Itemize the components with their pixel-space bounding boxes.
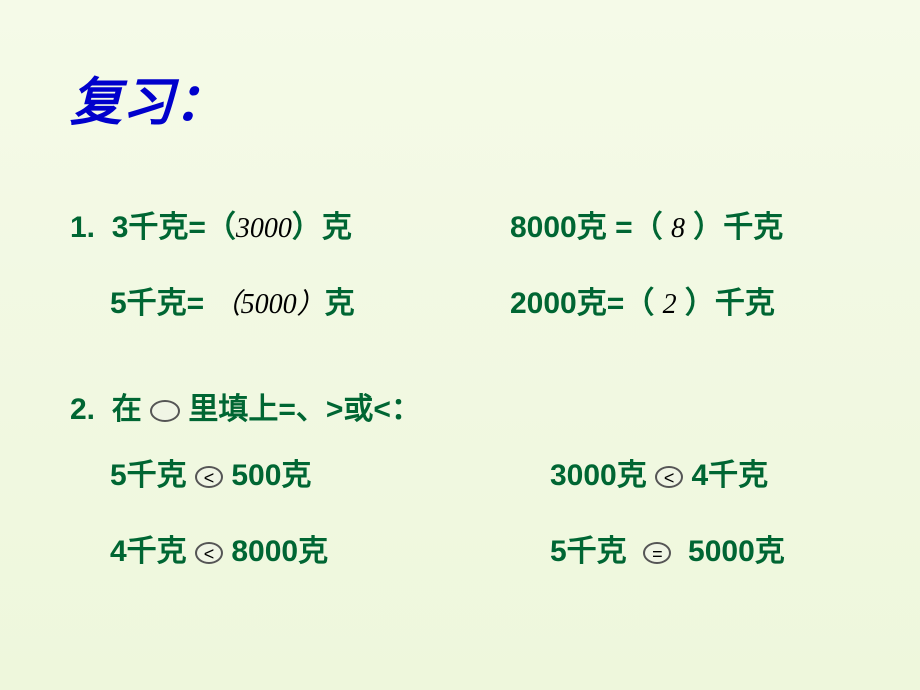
q1-left-prefix: 3千克=（ — [112, 211, 236, 244]
q2-left-paren-close: ） — [297, 289, 325, 320]
q2-label: 2. — [70, 393, 95, 426]
q2-row2: 4千克 < 8000克 5千克 = 5000克 — [70, 519, 850, 585]
q2-right-prefix: 2000克=（ — [510, 287, 663, 320]
cmp2-right-op: = — [652, 544, 663, 564]
cmp2-left-b: 8000克 — [231, 535, 328, 568]
cmp1-left-b: 500克 — [231, 459, 311, 492]
q1-row1: 1. 3千克=（3000）克 8000克 =（ 8 ）千克 — [70, 195, 850, 261]
cmp2-right-oval: = — [643, 542, 671, 564]
cmp1-right-oval: < — [655, 466, 683, 488]
q2-right: 2000克=（ 2 ）千克 — [510, 271, 850, 337]
cmp1-right-a: 3000克 — [550, 459, 647, 492]
oval-blank-icon — [150, 400, 180, 422]
cmp2-left: 4千克 < 8000克 — [110, 519, 550, 585]
q2-instruction: 2. 在 里填上=、>或<： — [70, 377, 850, 443]
cmp1-left-oval: < — [195, 466, 223, 488]
q1-left-answer: 3000 — [236, 213, 292, 244]
q2-instr-prefix: 在 — [112, 393, 142, 426]
q2-left-suffix: 克 — [325, 287, 355, 320]
section-2: 2. 在 里填上=、>或<： 5千克 < 500克 3000克 < 4千克 4千… — [70, 377, 850, 585]
q2-left: 5千克= （5000）克 — [70, 271, 510, 337]
q2-left-prefix: 5千克= — [110, 287, 204, 320]
cmp1-right: 3000克 < 4千克 — [550, 443, 850, 509]
section-1: 1. 3千克=（3000）克 8000克 =（ 8 ）千克 5千克= （5000… — [70, 195, 850, 337]
cmp2-right-b: 5000克 — [688, 535, 785, 568]
cmp1-left-a: 5千克 — [110, 459, 187, 492]
q1-label: 1. — [70, 211, 95, 244]
cmp1-left: 5千克 < 500克 — [110, 443, 550, 509]
q1-left-suffix: ）克 — [292, 211, 352, 244]
q2-instr-suffix: 里填上=、>或<： — [188, 393, 421, 426]
cmp2-right-a: 5千克 — [550, 535, 627, 568]
q1-right: 8000克 =（ 8 ）千克 — [510, 195, 850, 261]
page-title: 复习： — [70, 60, 850, 135]
slide-container: 复习： 1. 3千克=（3000）克 8000克 =（ 8 ）千克 5千克= （… — [0, 0, 920, 690]
q1-right-prefix: 8000克 =（ — [510, 211, 663, 244]
cmp1-right-b: 4千克 — [691, 459, 768, 492]
q1-row2: 5千克= （5000）克 2000克=（ 2 ）千克 — [70, 271, 850, 337]
q2-left-answer: 5000 — [241, 289, 297, 320]
cmp2-left-oval: < — [195, 542, 223, 564]
q2-right-answer: 2 — [663, 289, 677, 320]
cmp2-right: 5千克 = 5000克 — [550, 519, 850, 585]
cmp2-left-a: 4千克 — [110, 535, 187, 568]
cmp1-left-op: < — [204, 468, 215, 488]
q1-right-suffix: ）千克 — [685, 211, 783, 244]
q1-right-answer: 8 — [671, 213, 685, 244]
cmp1-right-op: < — [664, 468, 675, 488]
q2-right-suffix: ）千克 — [677, 287, 775, 320]
q2-left-paren-open: （ — [213, 289, 241, 320]
q2-row1: 5千克 < 500克 3000克 < 4千克 — [70, 443, 850, 509]
q1-left: 1. 3千克=（3000）克 — [70, 195, 510, 261]
cmp2-left-op: < — [204, 544, 215, 564]
